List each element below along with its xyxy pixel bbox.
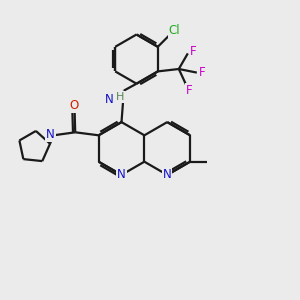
- Text: N: N: [46, 128, 55, 141]
- Text: Cl: Cl: [169, 24, 180, 37]
- Text: N: N: [105, 93, 114, 106]
- Text: F: F: [190, 44, 196, 58]
- Text: F: F: [185, 84, 192, 97]
- Text: O: O: [69, 99, 79, 112]
- Text: F: F: [199, 66, 206, 79]
- Text: N: N: [117, 168, 126, 182]
- Text: H: H: [116, 92, 124, 102]
- Text: N: N: [163, 168, 172, 182]
